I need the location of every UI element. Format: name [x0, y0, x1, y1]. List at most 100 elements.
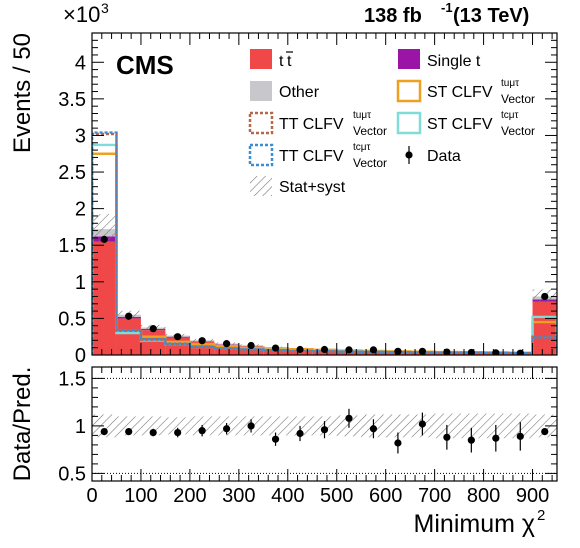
legend-swatch-ttbar	[250, 49, 272, 69]
ratio-y-tick-label: 1.5	[58, 368, 86, 390]
legend-label-ttbar-second: t	[287, 53, 292, 70]
legend-sub-st-tc: Vector	[501, 124, 535, 138]
ratio-point	[418, 420, 426, 428]
lumi-label: 138 fb -1 (13 TeV)	[364, 0, 529, 27]
x-tick-label: 200	[173, 485, 206, 507]
data-point	[467, 348, 475, 355]
ratio-point	[320, 426, 329, 434]
x-tick-label: 400	[271, 485, 304, 507]
ratio-point	[174, 428, 182, 437]
legend-label-unc: Stat+syst	[279, 179, 346, 196]
x-tick-label: 100	[124, 485, 157, 507]
data-point	[541, 292, 549, 301]
ratio-point	[467, 436, 475, 444]
data-point	[394, 347, 402, 355]
lumi-energy: (13 TeV)	[453, 5, 529, 27]
data-point	[223, 340, 231, 348]
legend-item-unc: Stat+syst	[250, 176, 346, 196]
signal-st-tc	[92, 143, 557, 355]
legend-item-st-tu: ST CLFV tuμτ Vector	[396, 78, 535, 106]
main-plot-area	[92, 131, 557, 355]
data-point	[174, 333, 182, 341]
ratio-point	[198, 427, 206, 435]
ratio-points	[100, 408, 549, 454]
ratio-frame	[91, 366, 558, 482]
ratio-plot-area	[92, 377, 557, 474]
ylabel-bottom: Data/Pred.	[9, 367, 36, 482]
data-point	[198, 337, 206, 345]
lumi-exp: -1	[441, 0, 453, 15]
legend-item-other: Other	[250, 81, 320, 101]
y-tick-label: 3	[75, 125, 86, 147]
legend-item-tt-tu: TT CLFV tuμτ Vector	[248, 110, 387, 138]
ratio-point	[100, 428, 108, 436]
multiplier-exp: 3	[101, 0, 109, 16]
legend-item-data: Data	[405, 146, 461, 165]
data-point	[320, 345, 329, 354]
ratio-point	[516, 432, 524, 440]
ratio-point	[223, 425, 231, 433]
legend-swatch-st-tu	[396, 79, 422, 103]
legend-item-ttbar: t t	[250, 49, 293, 70]
bar-ttbar	[214, 344, 239, 355]
ratio-band-bin	[385, 414, 411, 438]
legend-sup-st-tu: tuμτ	[501, 78, 519, 89]
ratio-band-bin	[116, 416, 141, 436]
legend-sub-st-tu: Vector	[501, 92, 535, 106]
y-tick-label: 0.5	[58, 308, 86, 330]
data-points	[100, 235, 549, 355]
legend-sup-st-tc: tcμτ	[501, 110, 519, 121]
xlabel-main: Minimum χ	[414, 510, 535, 538]
legend-swatch-st-tc	[396, 111, 422, 135]
y-tick-label: 1	[75, 272, 86, 294]
x-tick-label: 0	[86, 485, 97, 507]
x-tick-label: 300	[222, 485, 255, 507]
bar-ttbar	[140, 330, 166, 355]
bar-ttbar	[92, 241, 117, 355]
ratio-point	[247, 422, 255, 430]
legend-label-st-tu: ST CLFV	[427, 84, 493, 101]
ratio-y-tick-label: 1	[75, 416, 86, 438]
y-tick-label: 2	[75, 199, 86, 221]
x-tick-label: 700	[418, 485, 451, 507]
data-point	[100, 235, 108, 243]
legend-swatch-tt-tc	[248, 143, 274, 167]
data-point	[516, 349, 524, 355]
ylabel-top: Events / 50	[9, 33, 36, 153]
data-point	[149, 325, 157, 333]
ratio-point	[125, 428, 133, 436]
data-point	[296, 345, 304, 354]
legend-swatch-single-t	[398, 49, 420, 69]
ratio-point	[541, 428, 549, 436]
ratio-band-bin	[165, 417, 190, 435]
ratio-point	[443, 433, 451, 441]
data-point	[418, 347, 426, 355]
legend-swatch-other	[250, 81, 272, 101]
legend-label-single-t: Single t	[427, 53, 481, 70]
legend-item-st-tc: ST CLFV tcμτ Vector	[396, 110, 535, 138]
x-tick-label: 500	[320, 485, 353, 507]
legend-label-tt-tc: TT CLFV	[279, 148, 344, 165]
legend-sub-tt-tu: Vector	[353, 124, 387, 138]
data-point	[492, 349, 500, 355]
ratio-band-bin	[92, 414, 117, 438]
legend-sub-tt-tc: Vector	[353, 156, 387, 170]
legend-label-st-tc: ST CLFV	[427, 116, 493, 133]
ratio-axes: 0.5 1 1.5 0 100 200 300 400 500 600 700 800 900	[58, 366, 558, 507]
data-point	[125, 312, 133, 320]
xlabel-sup: 2	[537, 507, 545, 524]
signal-lines	[92, 131, 557, 355]
legend-item-tt-tc: TT CLFV tcμτ Vector	[248, 142, 387, 170]
ratio-band-bin	[140, 416, 166, 436]
data-point	[247, 341, 255, 350]
ratio-point	[271, 435, 280, 443]
multiplier-base: ×10	[63, 2, 100, 27]
legend-label-data: Data	[427, 148, 461, 165]
ratio-reference-lines	[92, 377, 557, 474]
x-tick-label: 600	[369, 485, 402, 507]
legend-sup-tt-tc: tcμτ	[353, 142, 371, 153]
bar-ttbar	[116, 318, 141, 355]
legend-sup-tt-tu: tuμτ	[353, 110, 371, 121]
data-point	[443, 348, 451, 355]
legend: t t Single t Other ST CLFV tuμτ Vector T…	[248, 49, 535, 196]
